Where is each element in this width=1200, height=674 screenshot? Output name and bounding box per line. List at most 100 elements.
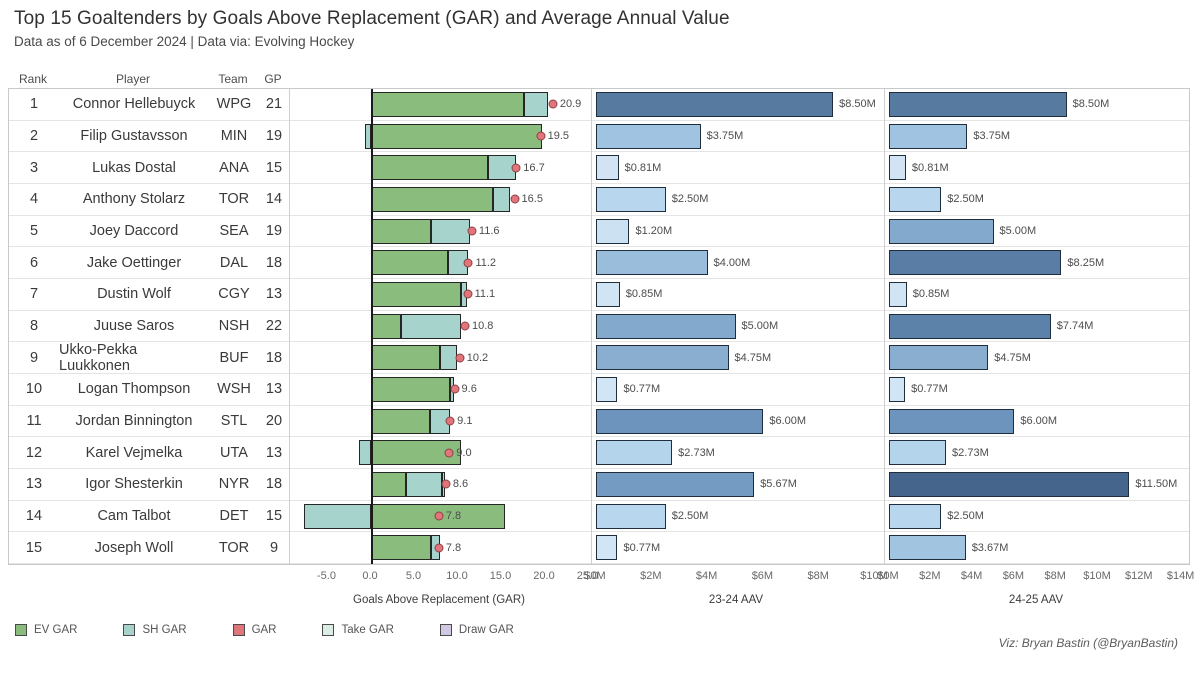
sh-gar-bar[interactable] [304, 503, 371, 529]
legend-label: SH GAR [142, 624, 187, 636]
team-cell: TOR [218, 191, 250, 208]
aav-23-24-bar[interactable] [596, 472, 755, 498]
gar-value-label: 11.2 [475, 256, 497, 269]
gar-dot[interactable] [434, 543, 444, 553]
sh-gar-bar[interactable] [405, 472, 443, 498]
legend-item-sh-gar[interactable]: SH GAR [123, 624, 187, 636]
aav-24-25-bar-label: $2.73M [952, 446, 989, 459]
gar-dot[interactable] [467, 226, 477, 236]
gar-dot[interactable] [463, 289, 473, 299]
ev-gar-bar[interactable] [371, 282, 461, 308]
table-row[interactable]: 14 Cam Talbot DET 15 7.8 $2.50M $2.50M [9, 501, 1189, 533]
aav-23-24-bar[interactable] [596, 123, 701, 149]
aav-23-24-axis-tick: $2M [640, 570, 662, 582]
aav-24-25-bar[interactable] [889, 345, 989, 371]
table-row[interactable]: 1 Connor Hellebuyck WPG 21 20.9 $8.50M $8.50M [9, 89, 1189, 121]
gar-dot[interactable] [444, 448, 454, 458]
aav-24-25-bar[interactable] [889, 313, 1051, 339]
aav-23-24-bar[interactable] [596, 155, 619, 181]
ev-gar-bar[interactable] [371, 187, 493, 213]
aav-24-25-bar-label: $0.85M [912, 288, 950, 301]
aav-23-24-bar[interactable] [596, 535, 618, 561]
gar-dot[interactable] [434, 511, 444, 521]
sh-gar-bar[interactable] [431, 218, 471, 244]
table-row[interactable]: 8 Juuse Saros NSH 22 10.8 $5.00M $7.74M [9, 311, 1189, 343]
team-cell: NYR [218, 476, 250, 493]
aav-24-25-bar[interactable] [889, 535, 966, 561]
ev-gar-bar[interactable] [371, 155, 489, 181]
ev-gar-bar[interactable] [371, 345, 440, 371]
table-row[interactable]: 15 Joseph Woll TOR 9 7.8 $0.77M $3.67M [9, 532, 1189, 565]
gar-dot[interactable] [441, 479, 451, 489]
ev-gar-bar[interactable] [371, 472, 406, 498]
aav-23-24-bar[interactable] [596, 313, 736, 339]
aav-23-24-bar[interactable] [596, 250, 708, 276]
table-row[interactable]: 5 Joey Daccord SEA 19 11.6 $1.20M $5.00M [9, 216, 1189, 248]
aav-23-24-bar[interactable] [596, 503, 666, 529]
aav-24-25-bar[interactable] [889, 187, 942, 213]
aav-23-24-bar[interactable] [596, 377, 618, 403]
aav-24-25-bar[interactable] [889, 218, 994, 244]
ev-gar-bar[interactable] [371, 218, 432, 244]
player-cell: Karel Vejmelka [85, 444, 183, 461]
ev-gar-bar[interactable] [371, 92, 525, 117]
gp-cell: 13 [265, 286, 283, 303]
table-row[interactable]: 13 Igor Shesterkin NYR 18 8.6 $5.67M $11.50M [9, 469, 1189, 501]
sh-gar-bar[interactable] [524, 92, 549, 117]
aav-24-25-axis-tick: $10M [1083, 570, 1111, 582]
table-row[interactable]: 2 Filip Gustavsson MIN 19 19.5 $3.75M $3.75M [9, 121, 1189, 153]
aav-23-24-bar-label: $0.85M [625, 288, 663, 301]
aav-24-25-bar[interactable] [889, 472, 1130, 498]
aav-23-24-bar[interactable] [596, 218, 630, 244]
table-row[interactable]: 4 Anthony Stolarz TOR 14 16.5 $2.50M $2.50M [9, 184, 1189, 216]
sh-gar-bar[interactable] [400, 313, 462, 339]
ev-gar-bar[interactable] [371, 377, 451, 403]
aav-23-24-bar[interactable] [596, 440, 673, 466]
table-row[interactable]: 3 Lukas Dostal ANA 15 16.7 $0.81M $0.81M [9, 152, 1189, 185]
sh-gar-bar[interactable] [492, 187, 511, 213]
gar-dot[interactable] [460, 321, 470, 331]
table-row[interactable]: 12 Karel Vejmelka UTA 13 9.0 $2.73M $2.73M [9, 437, 1189, 470]
aav-24-25-bar[interactable] [889, 92, 1067, 117]
legend-item-ev-gar[interactable]: EV GAR [15, 624, 77, 636]
gar-dot[interactable] [510, 194, 520, 204]
legend-item-take-gar[interactable]: Take GAR [322, 624, 394, 636]
rank-cell: 9 [29, 349, 39, 366]
header-rank: Rank [18, 72, 47, 86]
aav-24-25-bar[interactable] [889, 440, 947, 466]
aav-24-25-bar[interactable] [889, 123, 968, 149]
aav-23-24-bar[interactable] [596, 92, 834, 117]
aav-23-24-bar[interactable] [596, 408, 764, 434]
gar-dot[interactable] [536, 131, 546, 141]
gar-dot[interactable] [548, 99, 558, 109]
table-row[interactable]: 7 Dustin Wolf CGY 13 11.1 $0.85M $0.85M [9, 279, 1189, 311]
gar-dot[interactable] [511, 163, 521, 173]
gar-dot[interactable] [455, 353, 465, 363]
table-row[interactable]: 9 Ukko-Pekka Luukkonen BUF 18 10.2 $4.75M $4.7… [9, 342, 1189, 375]
sh-gar-bar[interactable] [364, 123, 371, 149]
ev-gar-bar[interactable] [371, 408, 431, 434]
aav-23-24-bar[interactable] [596, 345, 729, 371]
aav-24-25-bar[interactable] [889, 503, 942, 529]
gar-dot[interactable] [463, 258, 473, 268]
table-row[interactable]: 11 Jordan Binnington STL 20 9.1 $6.00M $6.00M [9, 406, 1189, 438]
table-row[interactable]: 10 Logan Thompson WSH 13 9.6 $0.77M $0.77M [9, 374, 1189, 406]
gar-dot[interactable] [450, 384, 460, 394]
ev-gar-bar[interactable] [371, 503, 505, 529]
sh-gar-bar[interactable] [358, 440, 371, 466]
aav-24-25-bar[interactable] [889, 250, 1062, 276]
legend-item-draw-gar[interactable]: Draw GAR [439, 624, 514, 636]
aav-24-25-bar[interactable] [889, 282, 907, 308]
aav-23-24-bar[interactable] [596, 187, 666, 213]
ev-gar-bar[interactable] [371, 123, 543, 149]
ev-gar-bar[interactable] [371, 535, 432, 561]
ev-gar-bar[interactable] [371, 250, 448, 276]
gar-dot[interactable] [445, 416, 455, 426]
aav-24-25-bar[interactable] [889, 408, 1015, 434]
legend-item-gar[interactable]: GAR [232, 624, 276, 636]
table-row[interactable]: 6 Jake Oettinger DAL 18 11.2 $4.00M $8.25M [9, 247, 1189, 280]
ev-gar-bar[interactable] [371, 313, 401, 339]
aav-23-24-bar[interactable] [596, 282, 620, 308]
aav-24-25-bar[interactable] [889, 155, 906, 181]
aav-24-25-bar[interactable] [889, 377, 906, 403]
